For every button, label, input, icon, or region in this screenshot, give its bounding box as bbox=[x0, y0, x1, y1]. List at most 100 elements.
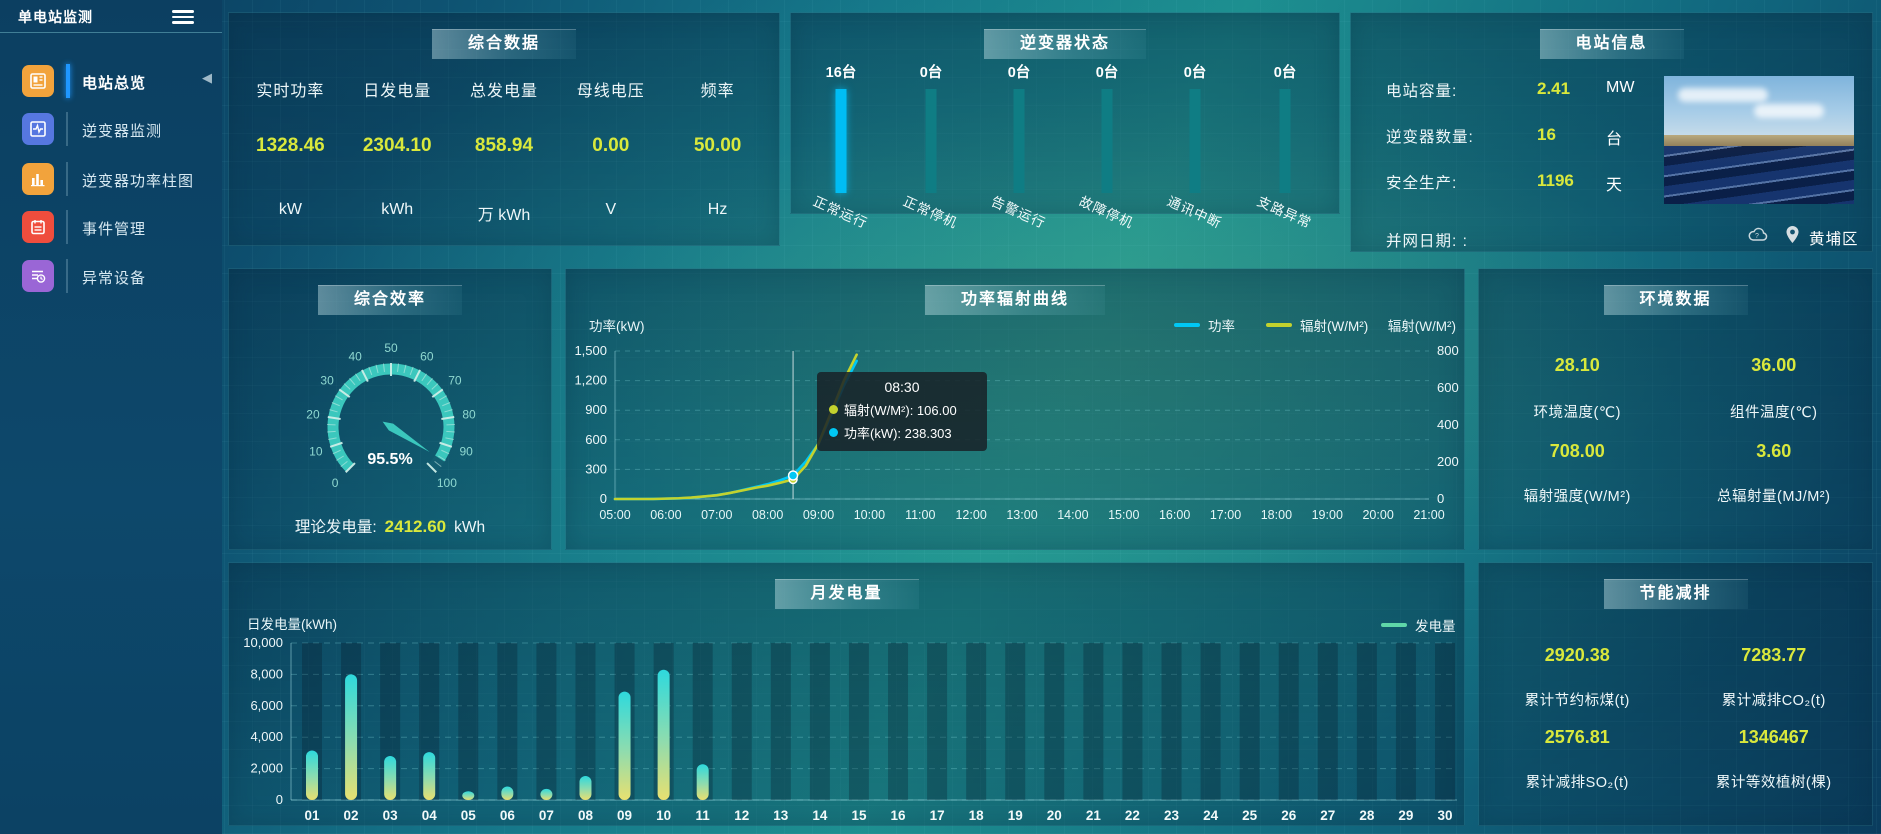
hamburger-menu-icon[interactable] bbox=[172, 7, 194, 25]
tooltip-radiation-row: 辐射(W/M²): 106.00 bbox=[829, 400, 975, 419]
row-unit: MW bbox=[1606, 79, 1635, 96]
sidebar-collapse-icon[interactable]: ◀ bbox=[202, 70, 212, 85]
bar-count: 0台 bbox=[1273, 65, 1297, 81]
svg-text:400: 400 bbox=[1437, 417, 1459, 432]
efficiency-gauge-value: 95.5% bbox=[367, 451, 413, 468]
svg-text:30: 30 bbox=[1437, 808, 1452, 823]
inverter-status-chart[interactable]: 16台 正常运行 0台 正常停机 0台 告警运行 0台 故障停机 0台 通讯中断 0台 支路异常 bbox=[791, 13, 1339, 231]
bar-pillar bbox=[1013, 89, 1025, 193]
sidebar-item-abnormal-device[interactable]: 异常设备 bbox=[0, 257, 222, 297]
bar-pillar bbox=[1189, 89, 1201, 193]
svg-text:0: 0 bbox=[600, 491, 607, 506]
svg-text:70: 70 bbox=[448, 374, 462, 388]
svg-text:03: 03 bbox=[383, 808, 399, 823]
sidebar-item-inverter-power-bars[interactable]: 逆变器功率柱图 bbox=[0, 160, 222, 200]
metric-realtime-power: 实时功率 1328.46 kW bbox=[237, 77, 344, 235]
svg-text:10: 10 bbox=[656, 808, 671, 823]
env-value: 708.00 bbox=[1549, 441, 1605, 461]
saving-co2: 7283.77 bbox=[1741, 645, 1807, 665]
svg-text:13: 13 bbox=[773, 808, 789, 823]
generation-legend-label: 发电量 bbox=[1415, 619, 1456, 634]
bar-count: 0台 bbox=[919, 65, 943, 81]
inverter-bar-正常停机: 0台 正常停机 bbox=[871, 13, 991, 231]
svg-text:100: 100 bbox=[437, 476, 457, 490]
svg-text:30: 30 bbox=[320, 374, 334, 388]
row-value: 1196 bbox=[1537, 171, 1574, 190]
svg-text:14: 14 bbox=[812, 808, 828, 823]
power-radiation-chart[interactable]: 1,500 1,200 900 600 300 0 800 600 400 200 0 05:00 06… bbox=[566, 269, 1466, 551]
theoretical-value: 2412.60 bbox=[384, 517, 447, 536]
sidebar-item-label: 异常设备 bbox=[82, 270, 147, 287]
metric-bus-voltage: 母线电压 0.00 V bbox=[557, 77, 664, 235]
svg-text:20: 20 bbox=[1047, 808, 1062, 823]
sidebar-item-event-management[interactable]: 事件管理 bbox=[0, 208, 222, 248]
theoretical-label: 理论发电量: bbox=[294, 519, 377, 536]
sidebar-header: 单电站监测 bbox=[0, 0, 222, 33]
svg-text:26: 26 bbox=[1281, 808, 1297, 823]
weather-cloud-icon[interactable]: ? bbox=[1747, 227, 1769, 247]
svg-text:20:00: 20:00 bbox=[1362, 508, 1393, 522]
metric-value: 858.94 bbox=[474, 135, 534, 156]
monthly-axis-title: 日发电量(kWh) bbox=[247, 617, 337, 632]
panel-power-curve-title: 功率辐射曲线 bbox=[924, 285, 1106, 315]
svg-text:07:00: 07:00 bbox=[701, 508, 732, 522]
legend-radiation[interactable]: 辐射(W/M²) bbox=[1266, 315, 1368, 335]
legend-generation[interactable]: 发电量 bbox=[1381, 615, 1456, 635]
metric-daily-generation: 日发电量 2304.10 kWh bbox=[344, 77, 451, 235]
active-indicator bbox=[66, 64, 70, 98]
tooltip-time: 08:30 bbox=[884, 379, 920, 395]
sidebar-item-station-overview[interactable]: 电站总览 bbox=[0, 62, 222, 102]
metric-unit: Hz bbox=[707, 201, 728, 218]
svg-text:02: 02 bbox=[344, 808, 359, 823]
efficiency-gauge-chart[interactable]: 0 10 20 30 40 50 60 70 80 90 100 bbox=[229, 313, 551, 513]
metric-total-generation: 总发电量 858.94 万 kWh bbox=[451, 77, 558, 235]
right-axis-title: 辐射(W/M²) bbox=[1387, 319, 1456, 334]
overview-metrics: 实时功率 1328.46 kW 日发电量 2304.10 kWh 总发电量 85… bbox=[237, 77, 771, 235]
legend-power[interactable]: 功率 bbox=[1174, 315, 1235, 335]
metric-unit: 万 kWh bbox=[477, 207, 531, 224]
svg-text:24: 24 bbox=[1203, 808, 1219, 823]
svg-text:2,000: 2,000 bbox=[250, 761, 283, 776]
env-value: 28.10 bbox=[1554, 355, 1600, 375]
monthly-generation-chart[interactable]: 10,000 8,000 6,000 4,000 2,000 0 01 02 03 04 05 06 0… bbox=[229, 563, 1466, 827]
panel-station-info: 电站信息 电站容量: 2.41 MW 逆变器数量: 16 台 安全生产: 119… bbox=[1350, 12, 1873, 252]
svg-text:27: 27 bbox=[1320, 808, 1335, 823]
svg-text:06: 06 bbox=[500, 808, 516, 823]
left-axis-title: 功率(kW) bbox=[589, 319, 645, 334]
location-pin-icon[interactable] bbox=[1785, 225, 1800, 248]
metric-label: 实时功率 bbox=[256, 83, 325, 100]
sidebar-item-label: 逆变器功率柱图 bbox=[82, 173, 195, 190]
app-title: 单电站监测 bbox=[18, 9, 93, 25]
panel-overview: 综合数据 实时功率 1328.46 kW 日发电量 2304.10 kWh 总发… bbox=[228, 12, 780, 246]
svg-text:4,000: 4,000 bbox=[250, 729, 283, 744]
inverter-bar-通讯中断: 0台 通讯中断 bbox=[1135, 13, 1255, 231]
metric-unit: V bbox=[605, 201, 617, 218]
panel-savings-title: 节能减排 bbox=[1603, 579, 1748, 609]
svg-text:14:00: 14:00 bbox=[1057, 508, 1088, 522]
svg-text:10: 10 bbox=[309, 444, 323, 458]
env-ambient-temp-label: 环境温度(℃) bbox=[1533, 405, 1621, 421]
env-total-radiation-label: 总辐射量(MJ/M²) bbox=[1717, 489, 1831, 505]
svg-text:01: 01 bbox=[304, 808, 320, 823]
svg-text:10:00: 10:00 bbox=[854, 508, 885, 522]
inverter-monitor-icon bbox=[22, 113, 54, 145]
svg-text:07: 07 bbox=[539, 808, 554, 823]
saving-co2-label: 累计减排CO₂(t) bbox=[1721, 693, 1826, 709]
event-management-icon bbox=[22, 211, 54, 243]
panel-station-info-title: 电站信息 bbox=[1539, 29, 1684, 59]
svg-text:15:00: 15:00 bbox=[1108, 508, 1139, 522]
tooltip-radiation-text: 辐射(W/M²): 106.00 bbox=[844, 403, 957, 418]
station-photo bbox=[1664, 76, 1854, 204]
panel-power-curve: 功率辐射曲线 功率(kW) 辐射(W/M²) 功率 辐射(W/M²) 1,500… bbox=[565, 268, 1465, 550]
panel-monthly-title: 月发电量 bbox=[774, 579, 919, 609]
panel-efficiency: 综合效率 0 10 20 30 40 50 60 70 80 90 100 95.5% 理论发电量:… bbox=[228, 268, 552, 550]
location-label[interactable]: 黄埔区 bbox=[1809, 231, 1859, 248]
svg-text:1,200: 1,200 bbox=[574, 373, 607, 388]
inverter-bar-告警运行: 0台 告警运行 bbox=[959, 13, 1079, 231]
item-divider bbox=[66, 259, 68, 293]
svg-text:18:00: 18:00 bbox=[1261, 508, 1292, 522]
svg-text:28: 28 bbox=[1359, 808, 1375, 823]
env-value: 36.00 bbox=[1751, 355, 1797, 375]
env-module-temp-label: 组件温度(℃) bbox=[1730, 405, 1818, 421]
sidebar-item-inverter-monitor[interactable]: 逆变器监测 bbox=[0, 110, 222, 150]
